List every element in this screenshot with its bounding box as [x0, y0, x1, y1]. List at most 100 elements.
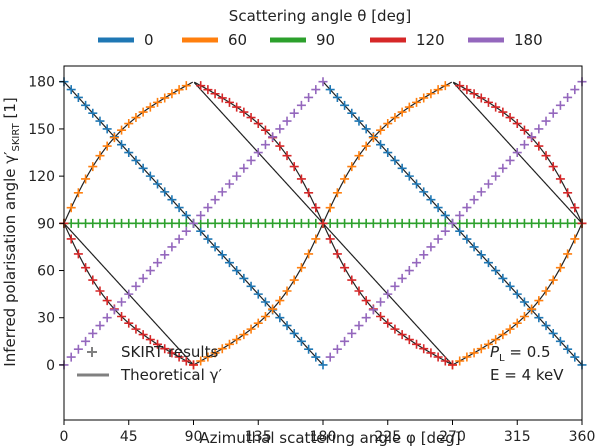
marker-0-330 — [534, 313, 544, 323]
marker-120-55 — [138, 330, 148, 340]
marker-180-310 — [505, 155, 515, 165]
annotation-pl-sub: L — [499, 353, 505, 364]
legend-title: Scattering angle θ [deg] — [229, 7, 411, 25]
marker-60-265 — [440, 81, 450, 91]
marker-60-135 — [253, 318, 263, 328]
marker-60-35 — [109, 133, 119, 143]
marker-0-285 — [469, 242, 479, 252]
x-axis-label: Azimuthal scattering angle φ [deg] — [199, 429, 460, 447]
marker-60-275 — [455, 356, 465, 366]
marker-120-160 — [289, 162, 299, 172]
marker-60-245 — [412, 97, 422, 107]
y-tick-label-30: 30 — [37, 311, 55, 327]
marker-0-40 — [117, 140, 127, 150]
marker-180-60 — [145, 266, 155, 276]
marker-60-50 — [131, 113, 141, 123]
marker-60-175 — [311, 234, 321, 244]
marker-60-70 — [160, 93, 170, 103]
marker-120-30 — [102, 296, 112, 306]
marker-120-65 — [153, 339, 163, 349]
marker-180-340 — [548, 108, 558, 118]
y-axis-label-unit: [1] — [1, 97, 19, 123]
legend-marker-sample — [87, 347, 97, 357]
marker-180-210 — [361, 313, 371, 323]
marker-120-210 — [361, 296, 371, 306]
marker-180-250 — [419, 250, 429, 260]
marker-0-305 — [498, 273, 508, 283]
marker-120-335 — [541, 151, 551, 161]
annotation: PL = 0.5 E = 4 keV — [490, 343, 564, 384]
marker-180-40 — [117, 297, 127, 307]
marker-60-15 — [81, 174, 91, 184]
marker-0-170 — [304, 344, 314, 354]
marker-0-280 — [462, 234, 472, 244]
legend-skirt-results: SKIRT results — [121, 343, 218, 361]
marker-120-225 — [383, 318, 393, 328]
marker-180-30 — [102, 313, 112, 323]
y-axis: 0 30 60 90 120 150 180 — [28, 75, 64, 374]
marker-0-265 — [440, 210, 450, 220]
marker-120-185 — [325, 234, 335, 244]
marker-180-165 — [296, 100, 306, 110]
marker-60-220 — [376, 125, 386, 135]
marker-60-240 — [404, 102, 414, 112]
marker-60-235 — [397, 107, 407, 117]
x-tick-label-90: 90 — [185, 429, 203, 445]
marker-60-105 — [210, 348, 220, 358]
marker-180-105 — [210, 195, 220, 205]
marker-120-235 — [397, 330, 407, 340]
legend-entry-120: 120 — [370, 31, 445, 49]
marker-60-10 — [73, 188, 83, 198]
marker-60-55 — [138, 107, 148, 117]
marker-0-85 — [181, 210, 191, 220]
marker-60-75 — [167, 89, 177, 99]
marker-0-310 — [505, 281, 515, 291]
marker-180-325 — [527, 132, 537, 142]
marker-0-155 — [282, 321, 292, 331]
marker-60-110 — [217, 344, 227, 354]
marker-120-330 — [534, 141, 544, 151]
marker-60-205 — [354, 151, 364, 161]
marker-120-295 — [483, 97, 493, 107]
y-tick-label-60: 60 — [37, 264, 55, 280]
marker-120-300 — [491, 102, 501, 112]
marker-60-95 — [196, 356, 206, 366]
marker-0-95 — [196, 226, 206, 236]
marker-0-15 — [81, 100, 91, 110]
marker-0-125 — [239, 273, 249, 283]
marker-0-300 — [491, 266, 501, 276]
marker-60-130 — [246, 324, 256, 334]
marker-0-335 — [541, 321, 551, 331]
marker-60-60 — [145, 102, 155, 112]
marker-60-20 — [88, 162, 98, 172]
y-tick-label-150: 150 — [28, 122, 55, 138]
marker-0-345 — [555, 336, 565, 346]
marker-60-315 — [512, 318, 522, 328]
marker-180-240 — [404, 266, 414, 276]
y-tick-label-180: 180 — [28, 75, 55, 91]
marker-120-5 — [66, 234, 76, 244]
marker-60-350 — [563, 249, 573, 259]
marker-180-205 — [354, 321, 364, 331]
marker-0-290 — [476, 250, 486, 260]
marker-60-330 — [534, 296, 544, 306]
marker-180-100 — [203, 203, 213, 213]
marker-0-45 — [124, 148, 134, 158]
marker-60-255 — [426, 89, 436, 99]
series-60-markers — [59, 81, 587, 370]
marker-120-150 — [275, 141, 285, 151]
marker-180-355 — [570, 85, 580, 95]
marker-60-80 — [174, 85, 184, 95]
marker-120-220 — [376, 311, 386, 321]
x-tick-label-0: 0 — [60, 429, 69, 445]
marker-0-135 — [253, 289, 263, 299]
marker-60-195 — [340, 174, 350, 184]
marker-180-130 — [246, 155, 256, 165]
marker-120-205 — [354, 286, 364, 296]
marker-180-135 — [253, 148, 263, 158]
marker-180-10 — [73, 344, 83, 354]
marker-0-115 — [224, 258, 234, 268]
marker-180-225 — [383, 289, 393, 299]
marker-0-195 — [340, 100, 350, 110]
marker-0-110 — [217, 250, 227, 260]
